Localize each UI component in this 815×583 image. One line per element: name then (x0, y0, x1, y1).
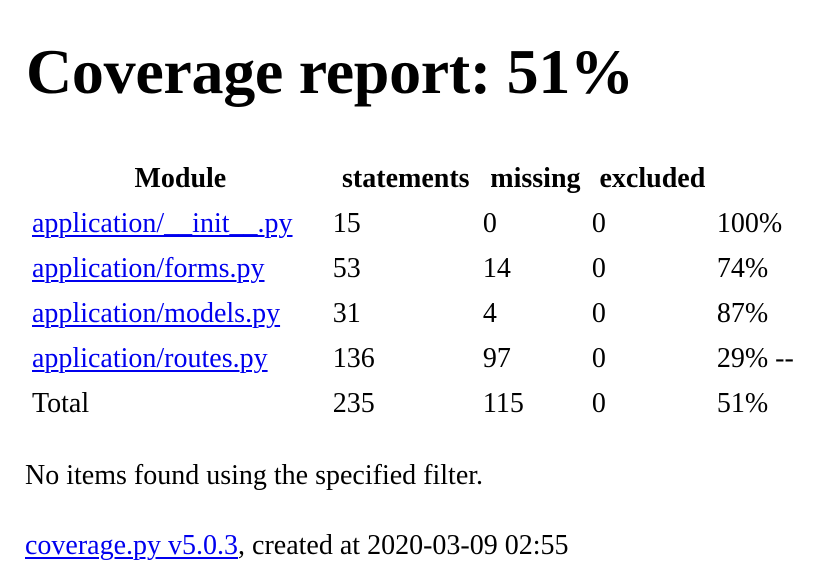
excluded-cell: 0 (591, 298, 606, 329)
statements-cell: 53 (332, 253, 361, 284)
total-excluded: 0 (591, 388, 606, 419)
coverage-cell: 87% (716, 298, 769, 329)
column-header-coverage (715, 156, 815, 201)
no-items-message: No items found using the specified filte… (25, 460, 484, 491)
column-header-module[interactable]: Module (134, 163, 227, 194)
excluded-cell: 0 (591, 253, 606, 284)
excluded-cell: 0 (591, 343, 606, 374)
page-title: Coverage report: 51% (26, 36, 634, 107)
total-label: Total (32, 388, 90, 419)
created-at-text: , created at 2020-03-09 02:55 (238, 530, 569, 561)
column-header-excluded[interactable]: excluded (599, 163, 706, 194)
table-row: application/__init__.py 15 0 0 100% (30, 201, 815, 246)
column-header-missing[interactable]: missing (490, 163, 581, 194)
table-row: application/forms.py 53 14 0 74% (30, 246, 815, 291)
total-statements: 235 (332, 388, 375, 419)
missing-cell: 0 (482, 208, 497, 239)
table-header-row: Module statements missing excluded (30, 156, 815, 201)
statements-cell: 136 (332, 343, 375, 374)
module-link[interactable]: application/routes.py (32, 343, 268, 374)
module-link[interactable]: application/__init__.py (32, 208, 293, 239)
missing-cell: 14 (482, 253, 511, 284)
total-row: Total 235 115 0 51% (30, 381, 815, 426)
footer: coverage.py v5.0.3, created at 2020-03-0… (25, 526, 569, 566)
module-link[interactable]: application/forms.py (32, 253, 265, 284)
module-cell: application/__init__.py (30, 201, 331, 246)
module-cell: application/routes.py (30, 336, 331, 381)
missing-cell: 97 (482, 343, 511, 374)
statements-cell: 31 (332, 298, 361, 329)
table-row: application/models.py 31 4 0 87% (30, 291, 815, 336)
coverage-version-link[interactable]: coverage.py v5.0.3 (25, 530, 239, 561)
coverage-table: Module statements missing excluded appli… (30, 156, 815, 426)
module-link[interactable]: application/models.py (32, 298, 281, 329)
coverage-cell: 100% (716, 208, 783, 239)
module-cell: application/models.py (30, 291, 331, 336)
table-row: application/routes.py 136 97 0 29% -- (30, 336, 815, 381)
missing-cell: 4 (482, 298, 497, 329)
total-coverage: 51% (716, 388, 769, 419)
statements-cell: 15 (332, 208, 361, 239)
total-missing: 115 (482, 388, 524, 419)
column-header-statements[interactable]: statements (342, 163, 470, 194)
coverage-cell: 74% (716, 253, 769, 284)
excluded-cell: 0 (591, 208, 606, 239)
module-cell: application/forms.py (30, 246, 331, 291)
coverage-cell: 29% -- (716, 343, 794, 374)
